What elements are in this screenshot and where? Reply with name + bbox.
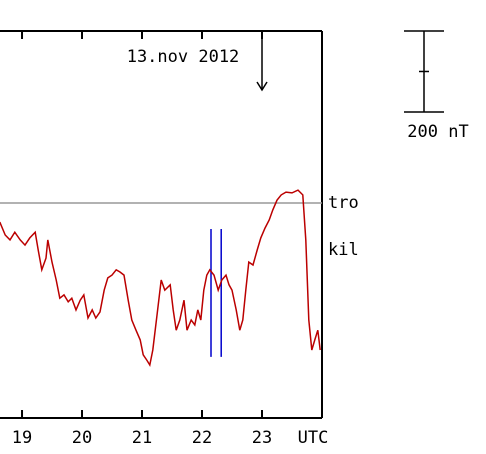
x-tick-label: 22 xyxy=(192,428,212,448)
x-tick-label: 23 xyxy=(252,428,272,448)
series-line xyxy=(0,189,321,368)
x-tick-label: 21 xyxy=(132,428,152,448)
scale-label: 200 nT xyxy=(407,122,468,142)
series-label: tro xyxy=(328,193,359,213)
series-label: kil xyxy=(328,240,359,260)
x-axis-label: UTC xyxy=(298,428,329,448)
chart-title: 13.nov 2012 xyxy=(127,47,240,67)
x-tick-label: 19 xyxy=(12,428,32,448)
title-arrow-head xyxy=(256,81,268,92)
x-tick-label: 20 xyxy=(72,428,92,448)
